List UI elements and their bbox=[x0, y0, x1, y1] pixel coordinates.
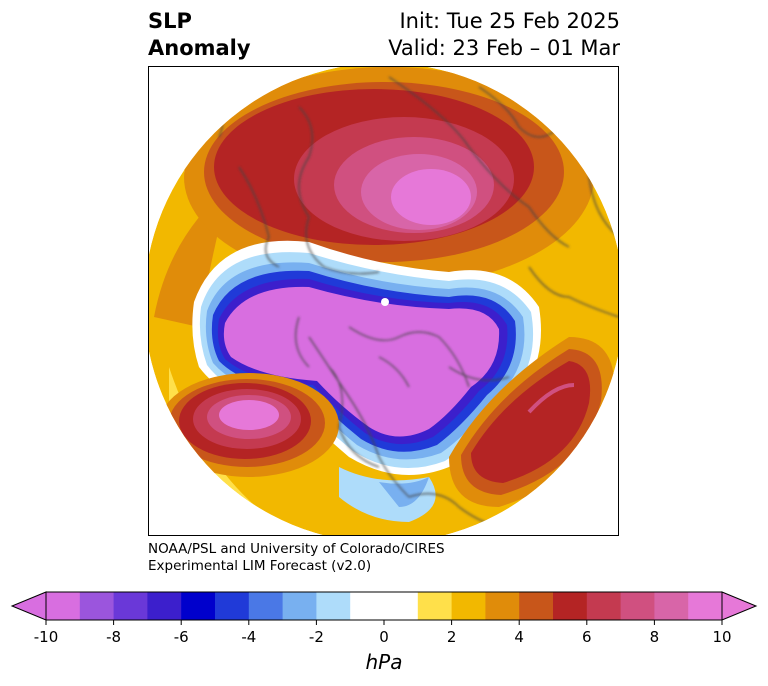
slp-anomaly-map bbox=[149, 67, 618, 535]
colorbar-tick-label: -4 bbox=[241, 628, 256, 646]
colorbar-tick-label: -6 bbox=[174, 628, 189, 646]
colorbar-cell bbox=[586, 592, 622, 620]
negative-anomaly-arctic bbox=[192, 240, 542, 475]
colorbar-cell bbox=[113, 592, 148, 620]
colorbar: -10 -8 -6 -4 -2 0 2 4 6 8 10 hPa bbox=[10, 591, 758, 674]
map-panel bbox=[148, 66, 619, 536]
colorbar-cell bbox=[181, 592, 216, 620]
title-line-1: SLP bbox=[148, 9, 192, 33]
colorbar-cell bbox=[147, 592, 182, 620]
colorbar-tick-label: 10 bbox=[712, 628, 731, 646]
colorbar-cells bbox=[10, 591, 758, 621]
colorbar-extend-min bbox=[10, 591, 47, 621]
colorbar-cell bbox=[316, 592, 351, 620]
colorbar-tick-label: -10 bbox=[34, 628, 59, 646]
colorbar-cell bbox=[485, 592, 520, 620]
colorbar-unit-label: hPa bbox=[366, 650, 403, 674]
colorbar-cell bbox=[384, 592, 419, 620]
colorbar-tick-label: 6 bbox=[582, 628, 592, 646]
title-line-2: Anomaly bbox=[148, 36, 251, 60]
negative-anomaly-east-us bbox=[339, 467, 436, 522]
credit-line-2: Experimental LIM Forecast (v2.0) bbox=[148, 558, 372, 574]
colorbar-tick-label: -2 bbox=[309, 628, 324, 646]
colorbar-cell bbox=[248, 592, 284, 620]
positive-anomaly-europe-russia bbox=[184, 67, 594, 287]
colorbar-cell bbox=[79, 592, 115, 620]
colorbar-cell bbox=[46, 592, 81, 620]
colorbar-tick-label: 8 bbox=[650, 628, 660, 646]
positive-anomaly-north-pacific bbox=[159, 373, 339, 477]
colorbar-tick-label: -8 bbox=[106, 628, 121, 646]
colorbar-cell bbox=[654, 592, 689, 620]
colorbar-cell bbox=[553, 592, 588, 620]
colorbar-cell bbox=[215, 592, 250, 620]
colorbar-cell bbox=[282, 592, 317, 620]
colorbar-cell bbox=[451, 592, 486, 620]
map-title: SLP Anomaly bbox=[148, 8, 251, 62]
colorbar-cell bbox=[620, 592, 655, 620]
colorbar-ticks: -10 -8 -6 -4 -2 0 2 4 6 8 10 bbox=[34, 620, 732, 646]
colorbar-cell bbox=[519, 592, 554, 620]
forecast-dates: Init: Tue 25 Feb 2025 Valid: 23 Feb – 01… bbox=[388, 8, 620, 62]
colorbar-extend-max bbox=[721, 591, 758, 621]
credit-line-1: NOAA/PSL and University of Colorado/CIRE… bbox=[148, 541, 445, 557]
credit-text: NOAA/PSL and University of Colorado/CIRE… bbox=[148, 541, 445, 575]
init-date: Init: Tue 25 Feb 2025 bbox=[399, 9, 620, 33]
colorbar-tick-label: 2 bbox=[447, 628, 457, 646]
north-pole-marker bbox=[381, 298, 389, 306]
colorbar-tick-label: 0 bbox=[379, 628, 389, 646]
colorbar-tick-label: 4 bbox=[514, 628, 524, 646]
colorbar-cell bbox=[688, 592, 723, 620]
colorbar-cell bbox=[417, 592, 453, 620]
colorbar-cell bbox=[350, 592, 385, 620]
valid-dates: Valid: 23 Feb – 01 Mar bbox=[388, 36, 620, 60]
